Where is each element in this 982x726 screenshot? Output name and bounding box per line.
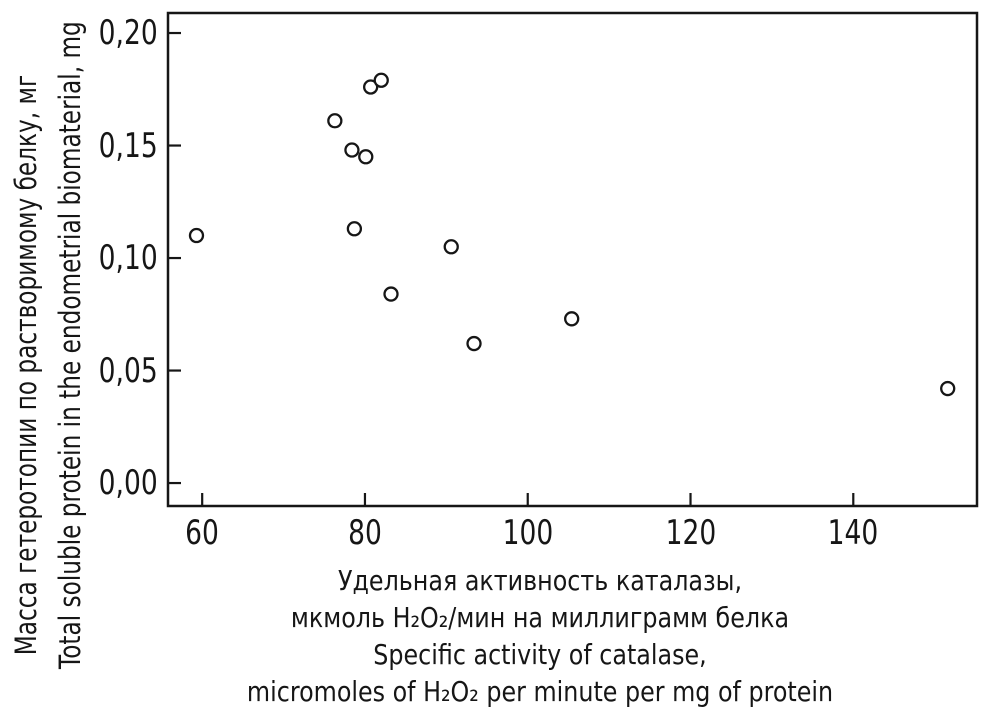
x-axis-tick-label: 60 (185, 513, 220, 553)
x-axis-title-line-ru-1: Удельная активность каталазы, (337, 564, 743, 597)
data-point-marker (940, 380, 956, 397)
y-axis-tick-label: 0,10 (98, 238, 158, 279)
data-point-marker (344, 142, 360, 158)
data-point-marker (383, 286, 399, 302)
data-point-marker (327, 113, 343, 129)
data-point-marker (373, 72, 389, 88)
data-point-marker (443, 239, 459, 255)
y-axis-title: Масса гетеротопии по растворимому белку,… (4, 21, 92, 669)
y-axis-tick-label: 0,15 (98, 125, 158, 166)
plot-frame (166, 11, 979, 508)
y-axis-tick-label: 0,00 (98, 463, 158, 504)
y-axis-title-line-ru: Масса гетеротопии по растворимому белку,… (9, 74, 43, 656)
x-axis-title: Удельная активность каталазы, мкмоль H₂O… (166, 562, 914, 710)
data-point-marker (564, 311, 580, 327)
x-axis-title-line-en-2: micromoles of H₂O₂ per minute per mg of … (246, 675, 834, 708)
data-point-marker (346, 221, 363, 237)
data-point-marker (466, 335, 482, 352)
x-axis-tick-label: 140 (827, 513, 879, 553)
y-axis-tick-label: 0,05 (98, 350, 158, 391)
x-axis-tick-label: 100 (502, 513, 554, 553)
x-axis-tick-label: 120 (665, 513, 716, 553)
x-axis-tick-label: 80 (348, 513, 382, 553)
y-axis-tick-label: 0,20 (98, 13, 158, 54)
data-point-marker (363, 79, 379, 95)
data-point-marker (188, 227, 205, 244)
x-axis-title-line-en-1: Specific activity of catalase, (373, 638, 707, 671)
y-axis-title-line-en: Total soluble protein in the endometrial… (53, 21, 87, 669)
x-axis-title-line-ru-2: мкмоль H₂O₂/мин на миллиграмм белка (290, 601, 790, 634)
data-point-marker (358, 149, 374, 165)
